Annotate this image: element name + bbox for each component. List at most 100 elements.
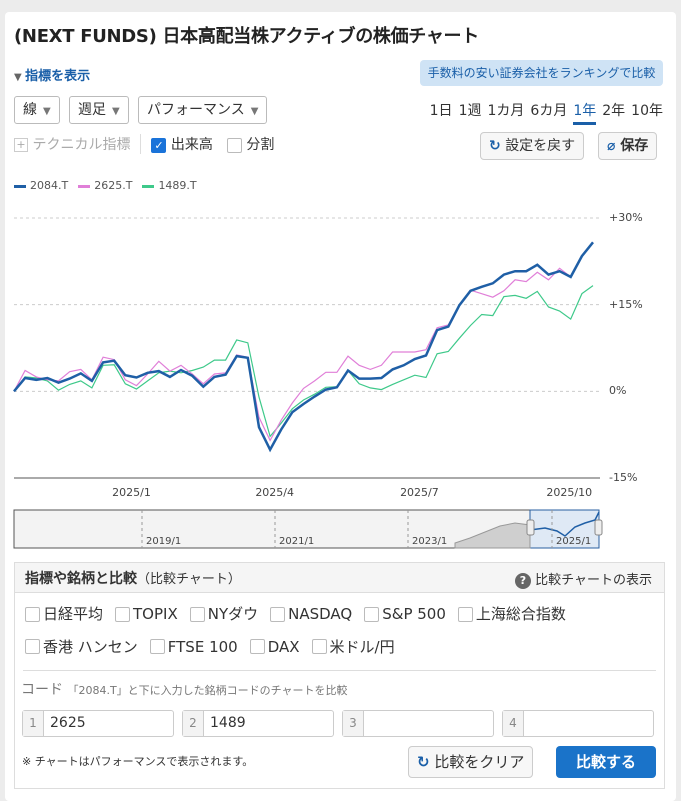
navigator-handle[interactable] [526,519,535,536]
clear-compare-button[interactable]: ↻ 比較をクリア [408,746,534,778]
caret-down-icon: ▼ [250,106,259,117]
show-indicators-label: 指標を表示 [25,69,91,84]
code-input-1[interactable]: 1 2625 [22,710,174,737]
caret-down-icon: ▼ [112,106,120,117]
legend-label: 2625.T [94,179,133,192]
triangle-down-icon: ▼ [14,72,26,83]
split-checkbox[interactable]: 分割 [226,134,275,154]
index-checkbox[interactable]: 香港 ハンセン [25,632,138,662]
period-tab[interactable]: 10年 [631,103,663,119]
split-label: 分割 [246,137,275,153]
index-checkbox[interactable]: TOPIX [115,599,178,629]
index-checkbox[interactable]: DAX [249,632,300,662]
index-checkbox[interactable]: FTSE 100 [149,632,238,662]
code-input-3[interactable]: 3 [342,710,494,737]
legend-item[interactable]: 2625.T [78,179,132,192]
compare-button[interactable]: 比較する [556,746,656,778]
navigator-label: 2021/1 [279,536,314,547]
checkbox-box [226,137,242,153]
plus-icon: + [14,138,28,152]
compare-header: 指標や銘柄と比較（比較チャート） ? 比較チャートの表示 [15,563,664,593]
period-tab[interactable]: 1年 [573,100,596,125]
x-tick-label: 2025/4 [255,486,295,499]
period-tab[interactable]: 1カ月 [487,103,525,119]
index-label: NYダウ [207,605,259,623]
refresh-icon: ↻ [489,138,501,154]
x-tick-label: 2025/7 [400,486,439,499]
index-label: DAX [267,637,300,656]
refresh-icon: ↻ [417,753,430,771]
checkbox-box [249,639,265,654]
code-value: 2625 [50,715,86,731]
navigator-history-area [454,522,531,549]
code-value [524,711,530,736]
period-tab[interactable]: 1週 [458,103,482,119]
y-tick-label: 0% [609,384,627,398]
legend-swatch [78,184,91,188]
options-row: + テクニカル指標 ✓ 出来高 分割 [14,134,274,154]
index-label: 上海総合指数 [475,605,566,623]
paperclip-icon: ⌀ [607,138,616,154]
technical-label: テクニカル指標 [32,137,131,153]
legend-item[interactable]: 1489.T [142,179,197,192]
legend-swatch [14,184,26,188]
code-hint: 「2084.T」と下に入力した銘柄コードのチャートを比較 [67,684,348,697]
compare-title: 指標や銘柄と比較 [25,571,137,587]
checkbox-box [311,639,327,654]
index-label: NASDAQ [288,605,353,623]
technical-indicators-button[interactable]: + テクニカル指標 [14,134,130,154]
volume-checkbox[interactable]: ✓ 出来高 [151,134,213,154]
legend-item[interactable]: 2084.T [14,179,68,192]
index-label: 香港 ハンセン [43,637,138,656]
code-input-2[interactable]: 2 1489 [182,710,334,737]
y-tick-label: +15% [609,297,643,311]
y-tick-label: -15% [609,471,638,484]
code-inputs: 1 2625 2 1489 3 4 [15,707,664,740]
broker-ranking-link[interactable]: 手数料の安い証券会社をランキングで比較 [420,60,663,86]
compare-help-link[interactable]: ? 比較チャートの表示 [514,569,652,589]
index-checkbox[interactable]: S&P 500 [364,599,446,629]
mode-value: パフォーマンス [147,102,245,118]
code-label-row: コード 「2084.T」と下に入力した銘柄コードのチャートを比較 [15,671,664,707]
checkbox-box [457,606,473,622]
interval-select[interactable]: 週足 ▼ [69,96,129,124]
code-index: 3 [343,711,364,736]
code-index: 4 [503,711,524,736]
index-label: S&P 500 [382,605,446,623]
code-value: 1489 [210,715,246,731]
checkbox-box [270,606,286,622]
navigator-label: 2019/1 [146,536,181,547]
checkbox-box [149,639,165,654]
index-checkbox[interactable]: 米ドル/円 [311,632,395,662]
mode-select[interactable]: パフォーマンス ▼ [138,96,268,124]
navigator-selected-line [529,511,600,537]
performance-chart[interactable]: 2019/1 2021/1 2023/1 2025/1 [0,0,681,560]
index-checkbox[interactable]: 上海総合指数 [457,599,566,629]
save-label: 保存 [620,138,649,154]
code-input-4[interactable]: 4 [502,710,654,737]
y-tick-label: +30% [609,211,643,224]
save-button[interactable]: ⌀ 保存 [598,132,658,160]
chart-type-select[interactable]: 線 ▼ [14,96,60,124]
series-line-2084.T [13,241,594,453]
period-tab[interactable]: 2年 [602,103,626,119]
reset-settings-button[interactable]: ↻ 設定を戻す [480,132,585,160]
compare-panel: 指標や銘柄と比較（比較チャート） ? 比較チャートの表示 日経平均 TOPIX NY… [14,562,665,789]
checkbox-box [25,606,40,622]
period-tab[interactable]: 1日 [429,103,453,119]
code-value [364,711,370,736]
series-line-2625.T [13,241,594,442]
checkbox-box [115,606,131,622]
index-checkbox[interactable]: 日経平均 [25,599,103,629]
navigator-handle[interactable] [594,519,603,536]
caret-down-icon: ▼ [43,106,51,117]
show-indicators-toggle[interactable]: ▼ 指標を表示 [14,65,90,84]
period-tabs: 1日 1週 1カ月 6カ月 1年 2年 10年 [424,100,663,125]
series-line-1489.T [13,285,594,438]
navigator-label: 2025/1 [556,536,591,547]
period-tab[interactable]: 6カ月 [530,103,568,119]
index-checkbox[interactable]: NYダウ [189,599,259,629]
index-checkbox[interactable]: NASDAQ [270,599,352,629]
question-icon: ? [514,573,531,589]
code-index: 1 [23,711,44,736]
